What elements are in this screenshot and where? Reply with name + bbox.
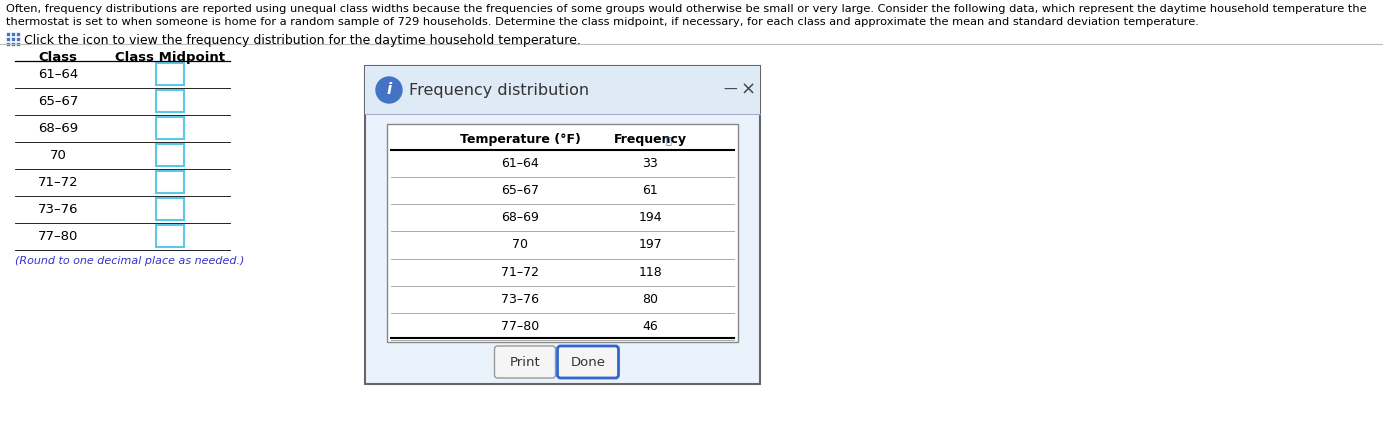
Text: 61: 61 xyxy=(642,184,658,197)
Text: thermostat is set to when someone is home for a random sample of 729 households.: thermostat is set to when someone is hom… xyxy=(6,17,1199,27)
Text: 80: 80 xyxy=(642,293,658,306)
Bar xyxy=(365,66,761,114)
Text: (Round to one decimal place as needed.): (Round to one decimal place as needed.) xyxy=(15,256,245,266)
Text: —: — xyxy=(723,83,737,97)
Bar xyxy=(6,32,10,36)
Text: 65–67: 65–67 xyxy=(502,184,539,197)
Bar xyxy=(17,42,19,46)
Text: 70: 70 xyxy=(512,238,528,251)
Bar xyxy=(156,198,184,221)
Bar xyxy=(17,32,19,36)
Bar xyxy=(365,66,761,384)
Text: 194: 194 xyxy=(639,211,662,224)
FancyBboxPatch shape xyxy=(557,346,618,378)
Bar xyxy=(387,124,739,342)
Text: 71–72: 71–72 xyxy=(502,266,539,279)
Text: 61–64: 61–64 xyxy=(37,68,77,81)
Bar xyxy=(11,42,15,46)
Text: 33: 33 xyxy=(642,157,658,170)
Text: Print: Print xyxy=(509,356,541,369)
Text: 68–69: 68–69 xyxy=(37,122,77,135)
Text: Click the icon to view the frequency distribution for the daytime household temp: Click the icon to view the frequency dis… xyxy=(24,34,581,47)
Bar xyxy=(17,37,19,41)
Bar xyxy=(156,144,184,166)
Text: Temperature (°F): Temperature (°F) xyxy=(461,134,581,147)
Text: ×: × xyxy=(740,81,755,99)
Text: 61–64: 61–64 xyxy=(502,157,539,170)
Text: 118: 118 xyxy=(639,266,662,279)
Text: 70: 70 xyxy=(50,149,66,162)
Text: Frequency: Frequency xyxy=(614,134,687,147)
Text: 77–80: 77–80 xyxy=(37,230,79,243)
Circle shape xyxy=(376,77,402,103)
Bar xyxy=(6,42,10,46)
Text: Class: Class xyxy=(39,51,77,64)
Text: ⧉: ⧉ xyxy=(665,135,671,145)
Bar xyxy=(156,63,184,86)
Text: Often, frequency distributions are reported using unequal class widths because t: Often, frequency distributions are repor… xyxy=(6,4,1366,14)
Bar xyxy=(156,226,184,247)
Text: 68–69: 68–69 xyxy=(502,211,539,224)
Bar xyxy=(6,37,10,41)
Bar xyxy=(156,91,184,112)
Bar xyxy=(11,32,15,36)
Text: 65–67: 65–67 xyxy=(37,95,79,108)
Bar xyxy=(156,118,184,139)
Text: Done: Done xyxy=(571,356,606,369)
Text: 77–80: 77–80 xyxy=(501,320,539,333)
FancyBboxPatch shape xyxy=(495,346,556,378)
Text: Frequency distribution: Frequency distribution xyxy=(409,83,589,98)
Bar xyxy=(156,171,184,194)
Text: i: i xyxy=(386,83,391,98)
Bar xyxy=(11,37,15,41)
Text: 73–76: 73–76 xyxy=(502,293,539,306)
Text: Class Midpoint: Class Midpoint xyxy=(115,51,225,64)
Text: 71–72: 71–72 xyxy=(37,176,79,189)
Text: 197: 197 xyxy=(639,238,662,251)
Text: 46: 46 xyxy=(642,320,658,333)
Text: 73–76: 73–76 xyxy=(37,203,79,216)
